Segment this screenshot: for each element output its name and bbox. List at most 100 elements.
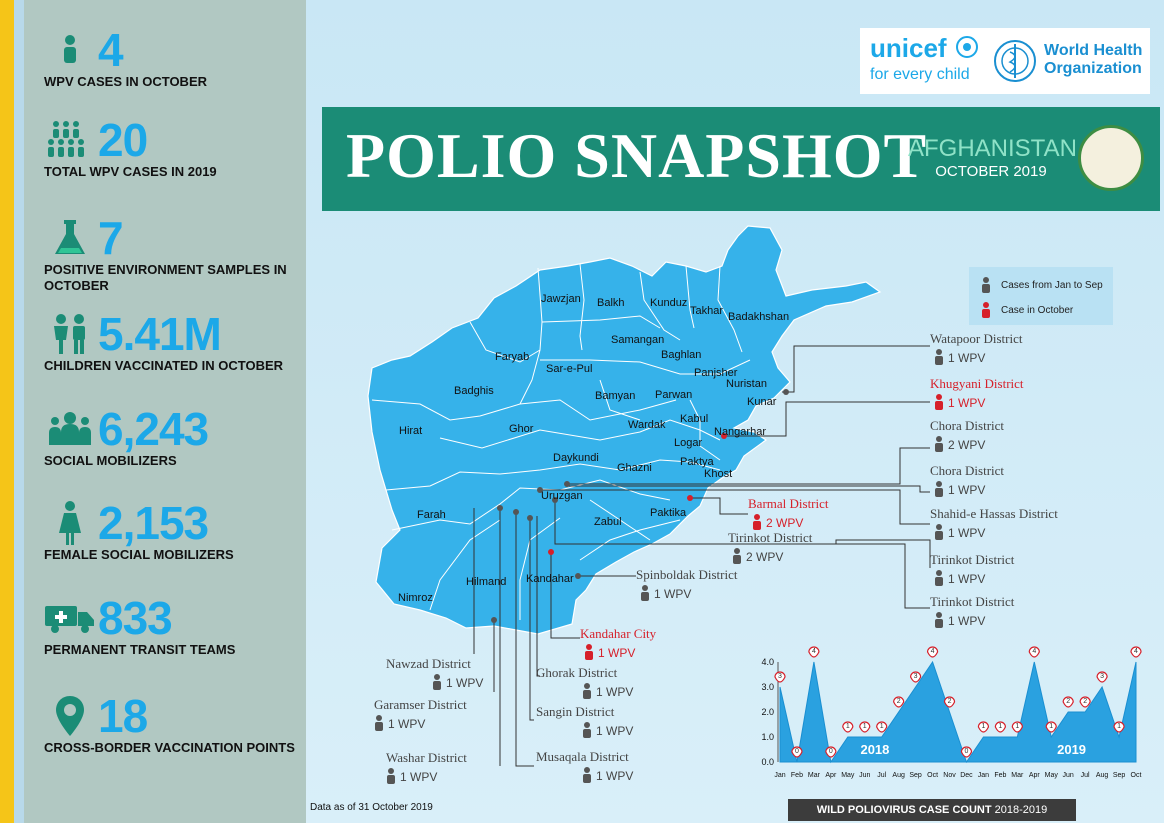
grey-person-icon	[733, 548, 741, 564]
data-label: 0	[965, 748, 969, 755]
province-label: Kandahar	[526, 573, 574, 585]
province-label: Ghor	[509, 423, 534, 435]
stat-value: 2,153	[98, 497, 209, 549]
district-case-count: 1 WPV	[388, 717, 426, 731]
district-case-count: 1 WPV	[400, 770, 438, 784]
district-case-count: 1 WPV	[654, 587, 692, 601]
district-name: Musaqala District	[536, 749, 629, 764]
case-markers	[491, 389, 789, 623]
unicef-logo: unicef for every child	[860, 28, 984, 94]
x-tick-label: May	[841, 772, 855, 779]
data-label: 2	[1066, 698, 1070, 705]
page-title: POLIO SNAPSHOT	[346, 120, 928, 191]
data-point-marker	[825, 746, 837, 758]
blue-stripe	[14, 0, 24, 823]
x-tick-label: Mar	[808, 772, 821, 779]
province-label: Badghis	[454, 385, 494, 397]
stat-label: FEMALE SOCIAL MOBILIZERS	[44, 547, 234, 562]
data-point-marker	[808, 646, 820, 658]
red-person-icon	[585, 644, 593, 660]
grey-person-icon	[935, 524, 943, 540]
district-name: Kandahar City	[580, 626, 657, 641]
grey-person-icon	[433, 674, 441, 690]
ambulance-icon	[44, 594, 96, 642]
grey-person-icon	[641, 585, 649, 601]
data-point-marker	[994, 721, 1006, 733]
data-point-marker	[791, 746, 803, 758]
data-label: 3	[1100, 673, 1104, 680]
grey-person-icon	[935, 349, 943, 365]
district-name: Tirinkot District	[728, 530, 813, 545]
stat-value: 4	[98, 24, 124, 76]
province-label: Farah	[417, 509, 446, 521]
crowd-icon	[44, 405, 96, 453]
data-point-marker	[977, 721, 990, 733]
data-label: 4	[1134, 648, 1138, 655]
district-case-count: 1 WPV	[948, 572, 986, 586]
district-case-count: 1 WPV	[948, 614, 986, 628]
district-name: Garamser District	[374, 697, 467, 712]
who-emblem-icon	[994, 40, 1036, 82]
data-label: 1	[1015, 723, 1019, 730]
district-name: Shahid-e Hassas District	[930, 506, 1058, 521]
location-pin-icon	[44, 692, 96, 740]
grey-person-icon	[583, 767, 591, 783]
data-label: 2	[948, 698, 952, 705]
grey-person-icon	[935, 481, 943, 497]
wpv-case-count-chart: 0.0 1.0 2.0 3.0 4.0 2018 2019 3 0 4 0 1 1 1 2 3 4 2 0 1 1 1 4 1…	[761, 646, 1142, 779]
province-label: Baghlan	[661, 349, 702, 361]
grey-person-icon	[375, 715, 383, 731]
province-shapes	[367, 225, 882, 635]
province-label: Panjsher	[694, 367, 738, 379]
series-area	[779, 660, 1137, 764]
who-wordmark-line1: World Health	[1044, 42, 1143, 59]
province-label: Zabul	[594, 516, 622, 528]
stat-value: 20	[98, 114, 148, 166]
x-tick-label: Mar	[1011, 772, 1024, 779]
unicef-tagline: for every child	[870, 66, 970, 83]
data-point-marker	[1096, 671, 1108, 683]
district-case-count: 2 WPV	[766, 516, 804, 530]
data-point-marker	[842, 721, 854, 733]
data-point-marker	[1028, 646, 1040, 658]
year-label: 2018	[860, 742, 889, 757]
x-tick-label: Oct	[1131, 772, 1142, 779]
x-tick-label: Feb	[994, 772, 1006, 779]
district-case-count: 1 WPV	[948, 396, 986, 410]
x-tick-label: Aug	[1096, 772, 1109, 779]
district-case-count: 1 WPV	[598, 646, 636, 660]
district-case-count: 1 WPV	[948, 351, 986, 365]
x-tick-label: Nov	[943, 772, 956, 779]
x-tick-label: May	[1045, 772, 1059, 779]
data-point-marker	[876, 721, 888, 733]
grey-person-icon	[583, 722, 591, 738]
x-tick-label: Apr	[1029, 772, 1041, 779]
data-label: 1	[846, 723, 850, 730]
data-point-marker	[943, 696, 956, 708]
data-label: 2	[897, 698, 901, 705]
grey-person-icon	[935, 570, 943, 586]
grey-person-icon	[935, 612, 943, 628]
district-case-count: 1 WPV	[446, 676, 484, 690]
district-name: Washar District	[386, 750, 467, 765]
data-point-marker	[774, 671, 786, 683]
data-point-marker	[1079, 696, 1091, 708]
data-label: 1	[1117, 723, 1121, 730]
province-label: Jawzjan	[541, 293, 581, 305]
district-name: Khugyani District	[930, 376, 1024, 391]
data-label: 4	[931, 648, 935, 655]
data-label: 1	[863, 723, 867, 730]
district-name: Ghorak District	[536, 665, 618, 680]
stat-label: POSITIVE ENVIRONMENT SAMPLES IN OCTOBER	[44, 262, 287, 293]
province-label: Daykundi	[553, 452, 599, 464]
legend-jan-sep: Cases from Jan to Sep	[1001, 280, 1103, 291]
flask-icon	[44, 214, 96, 262]
province-label: Kunduz	[650, 297, 688, 309]
data-label: 1	[981, 723, 985, 730]
district-name: Sangin District	[536, 704, 615, 719]
province-label: Sar-e-Pul	[546, 363, 593, 375]
province-label: Wardak	[628, 419, 666, 431]
year-label: 2019	[1057, 742, 1086, 757]
province-label: Bamyan	[595, 390, 636, 402]
province-label: Takhar	[690, 305, 724, 317]
